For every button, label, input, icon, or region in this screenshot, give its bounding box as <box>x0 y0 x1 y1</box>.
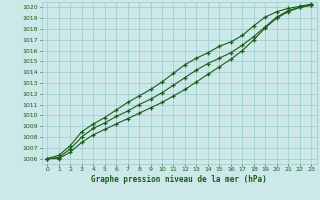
X-axis label: Graphe pression niveau de la mer (hPa): Graphe pression niveau de la mer (hPa) <box>91 175 267 184</box>
